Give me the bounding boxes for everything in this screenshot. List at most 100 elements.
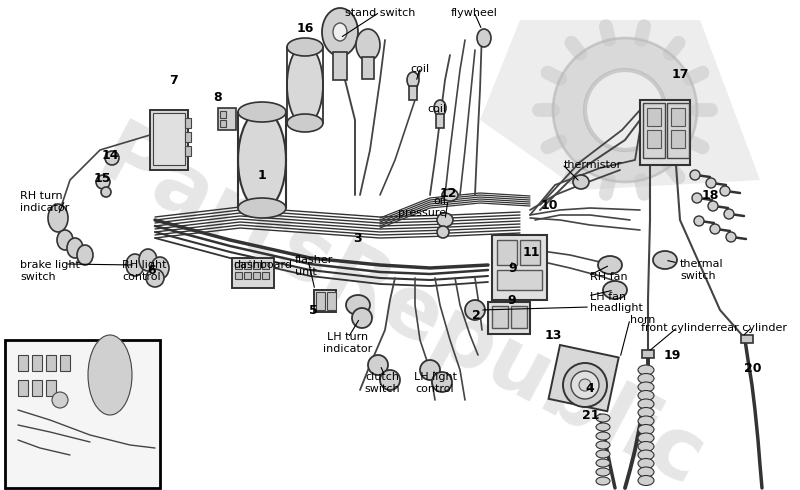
Ellipse shape [573,175,589,189]
Text: RH light: RH light [122,260,166,270]
Ellipse shape [596,477,610,485]
Text: horn: horn [630,315,655,325]
Ellipse shape [708,201,718,211]
Bar [235,262,242,269]
Text: 1: 1 [258,169,266,181]
Ellipse shape [596,432,610,440]
Ellipse shape [146,269,164,287]
Ellipse shape [346,295,370,315]
Text: 2: 2 [472,309,480,321]
Text: LH fan: LH fan [590,292,626,302]
Bar [185,146,191,156]
Ellipse shape [126,254,144,276]
Ellipse shape [638,467,654,477]
Bar [185,118,191,128]
Ellipse shape [638,391,654,400]
Ellipse shape [368,355,388,375]
Text: 9: 9 [509,262,518,274]
Bar [153,113,185,165]
Bar [18,355,28,371]
Ellipse shape [638,459,654,468]
Bar [409,86,417,100]
Ellipse shape [437,213,453,227]
Text: switch: switch [364,384,400,394]
Text: 7: 7 [170,74,178,87]
Ellipse shape [710,224,720,234]
Text: brake light: brake light [20,260,80,270]
Text: indicator: indicator [20,203,70,213]
Bar [741,335,753,343]
Text: rear cylinder: rear cylinder [717,323,787,333]
Ellipse shape [356,29,380,61]
Ellipse shape [96,175,110,189]
Ellipse shape [139,249,157,271]
Text: 3: 3 [353,231,362,245]
Text: coil: coil [427,104,446,114]
Circle shape [52,392,68,408]
Ellipse shape [638,373,654,384]
Text: oil: oil [433,196,446,206]
Circle shape [571,371,599,399]
Ellipse shape [407,72,419,88]
Bar [253,272,260,279]
Circle shape [563,363,607,407]
Bar [220,111,226,118]
Ellipse shape [638,365,654,375]
Ellipse shape [465,300,485,320]
Text: switch: switch [680,271,716,281]
Bar [5,340,160,488]
Ellipse shape [420,360,440,380]
Ellipse shape [638,382,654,392]
Text: RH fan: RH fan [590,272,628,282]
Bar [488,302,530,334]
Ellipse shape [598,256,622,274]
Ellipse shape [434,100,446,116]
Bar [667,103,689,158]
Ellipse shape [638,475,654,486]
Ellipse shape [724,209,734,219]
Bar [327,292,336,310]
Bar [492,306,508,328]
Ellipse shape [442,189,458,201]
Text: 16: 16 [296,22,314,34]
Ellipse shape [596,468,610,476]
Text: dashboard: dashboard [233,260,292,270]
Ellipse shape [603,281,627,299]
Bar [642,350,654,358]
Text: 13: 13 [544,328,562,342]
Bar [218,108,236,130]
Text: unit: unit [295,267,317,277]
Text: 12: 12 [439,187,457,199]
Bar [18,380,28,396]
Ellipse shape [690,170,700,180]
Text: 9: 9 [508,294,516,307]
Bar [46,355,56,371]
Bar [232,258,274,288]
Text: headlight: headlight [590,303,643,313]
Text: flasher: flasher [295,255,334,265]
Ellipse shape [238,110,286,210]
Bar [185,132,191,142]
Bar [262,262,269,269]
Bar [671,130,685,148]
Ellipse shape [706,178,716,188]
Text: control: control [416,384,454,394]
Bar [436,114,444,128]
Bar [60,355,70,371]
Text: clutch: clutch [365,372,399,382]
Bar [671,108,685,126]
Ellipse shape [333,23,347,41]
Ellipse shape [638,441,654,451]
Ellipse shape [653,251,677,269]
Bar [32,380,42,396]
Ellipse shape [67,238,83,258]
Ellipse shape [287,38,323,56]
Circle shape [579,379,591,391]
Ellipse shape [322,8,358,56]
Bar [316,292,325,310]
Ellipse shape [692,193,702,203]
Ellipse shape [88,335,132,415]
Ellipse shape [596,459,610,467]
Text: thermal: thermal [680,259,724,269]
Circle shape [585,70,665,150]
